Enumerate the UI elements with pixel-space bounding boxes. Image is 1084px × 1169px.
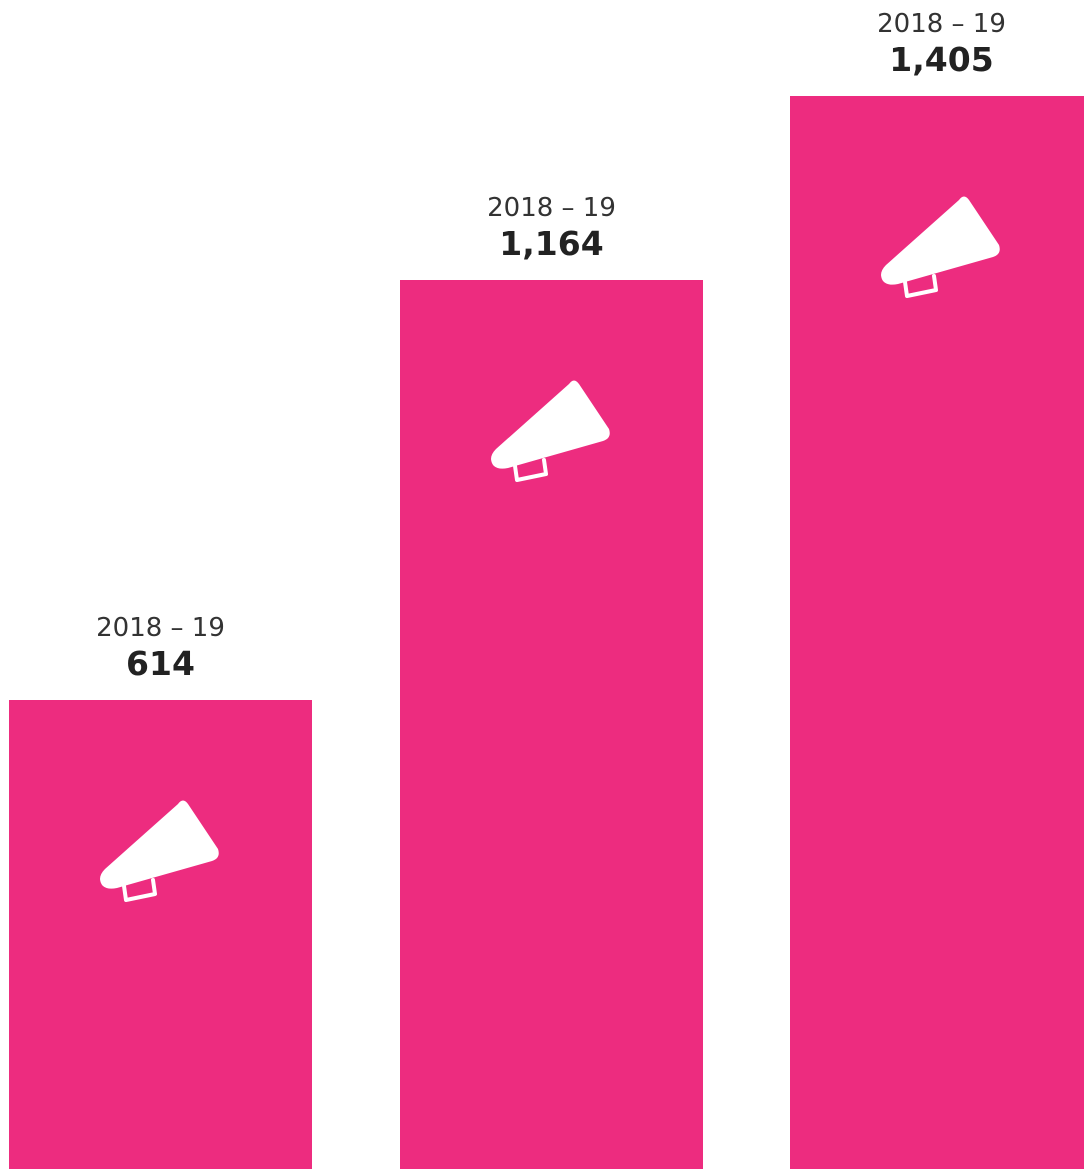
bar [400,280,703,1169]
bar-category-label: 2018 – 19 [877,9,1006,39]
bar-group: 2018 – 19 614 [9,0,312,1169]
bar-value-label: 614 [126,644,195,683]
bar [790,96,1084,1169]
bar [9,700,312,1169]
bar-category-label: 2018 – 19 [96,613,225,643]
bar-value-label: 1,405 [889,40,994,79]
megaphone-icon [878,188,1004,306]
bar-group: 2018 – 19 1,164 [400,0,703,1169]
bar-value-label: 1,164 [499,224,604,263]
bar-category-label: 2018 – 19 [487,193,616,223]
megaphone-icon [488,372,614,490]
megaphone-icon [97,792,223,910]
bar-group: 2018 – 19 1,405 [790,0,1084,1169]
